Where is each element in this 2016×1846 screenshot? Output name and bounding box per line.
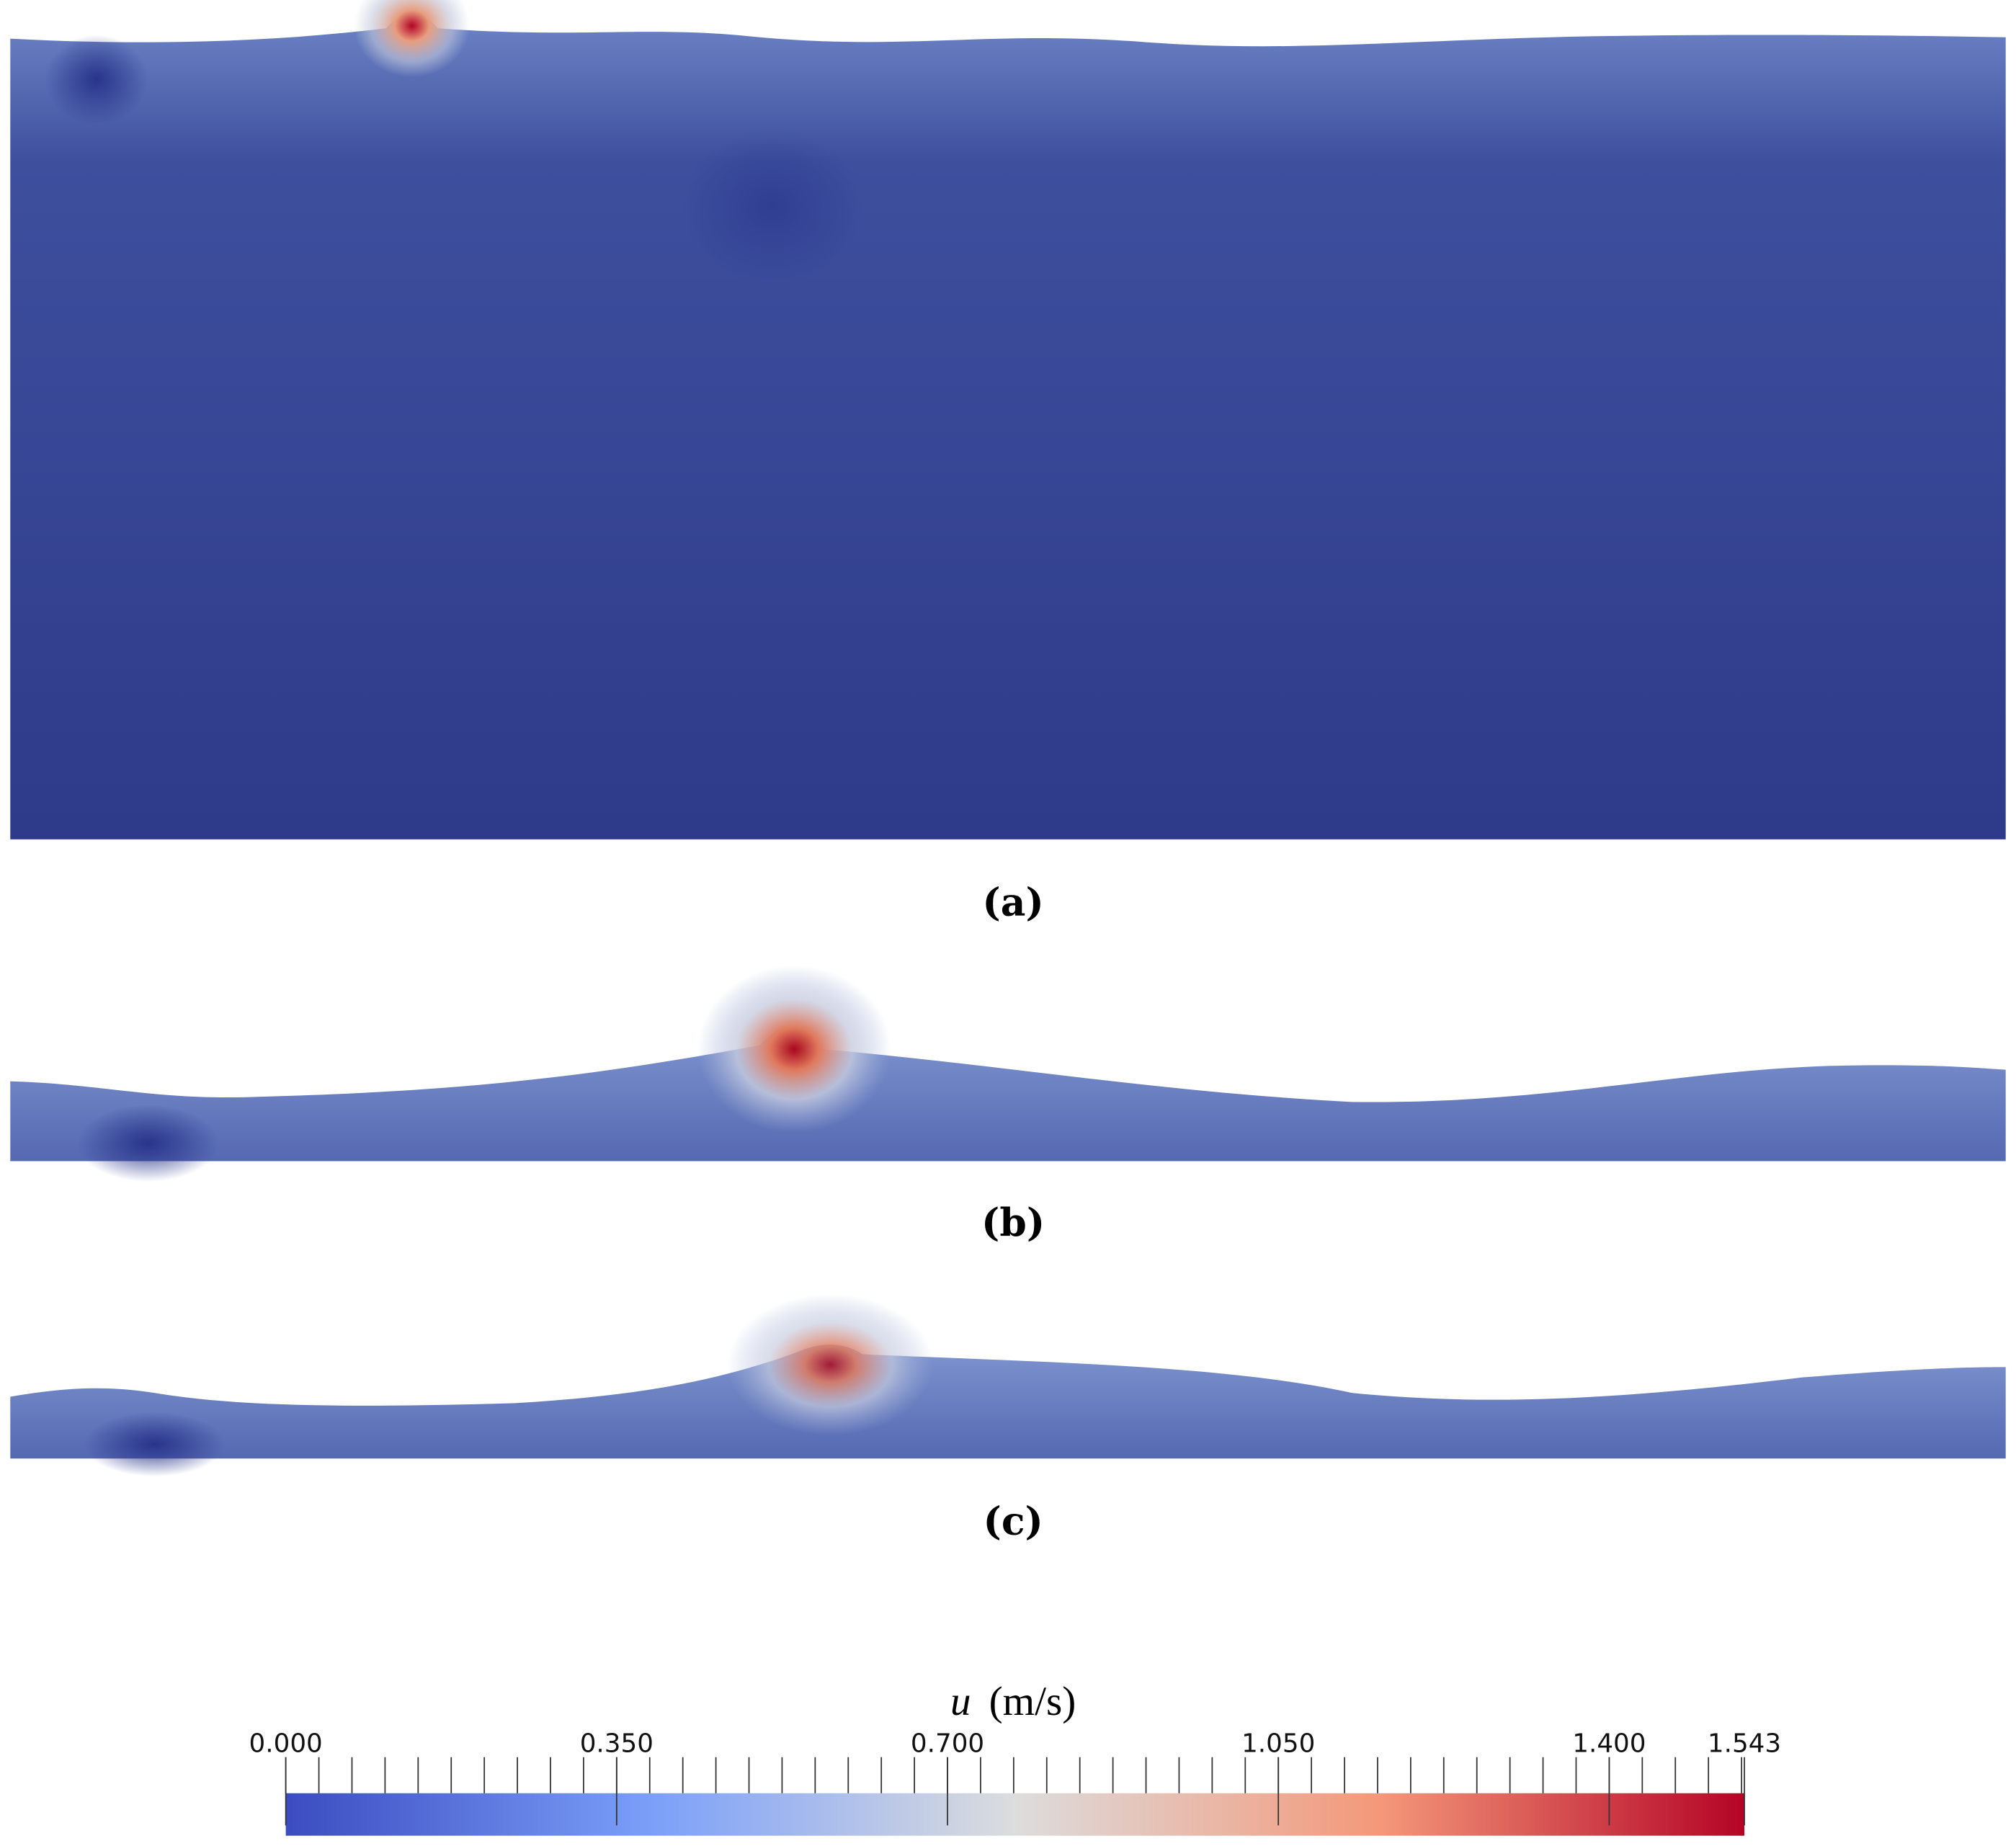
tick-label: 0.700 [911, 1729, 984, 1759]
symbol: u [950, 1679, 971, 1724]
colorbar-title: u (m/s) [950, 1679, 1076, 1724]
panel-b: (b) [10, 965, 2006, 1245]
panel-a: (a) [10, 0, 2006, 924]
tick-label: 1.400 [1572, 1729, 1646, 1759]
panel-label: (a) [982, 879, 1043, 924]
panel-label: (c) [983, 1499, 1043, 1544]
tick-label: 0.350 [580, 1729, 654, 1759]
tick-label: 1.050 [1241, 1729, 1315, 1759]
panel-c: (c) [10, 1293, 2006, 1544]
tick-label: 0.000 [249, 1729, 323, 1759]
panel-label: (b) [981, 1200, 1045, 1245]
tick-label: 1.543 [1708, 1729, 1781, 1759]
unit: (m/s) [989, 1679, 1076, 1724]
colorbar-ramp [285, 1793, 1745, 1836]
colorbar: u (m/s) 0.000 0.350 0.700 1.050 1.400 1.543 [249, 1679, 1781, 1836]
